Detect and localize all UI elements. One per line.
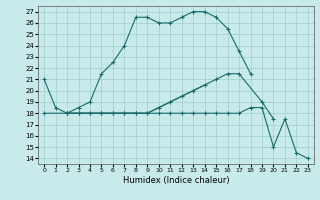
X-axis label: Humidex (Indice chaleur): Humidex (Indice chaleur) [123,176,229,185]
